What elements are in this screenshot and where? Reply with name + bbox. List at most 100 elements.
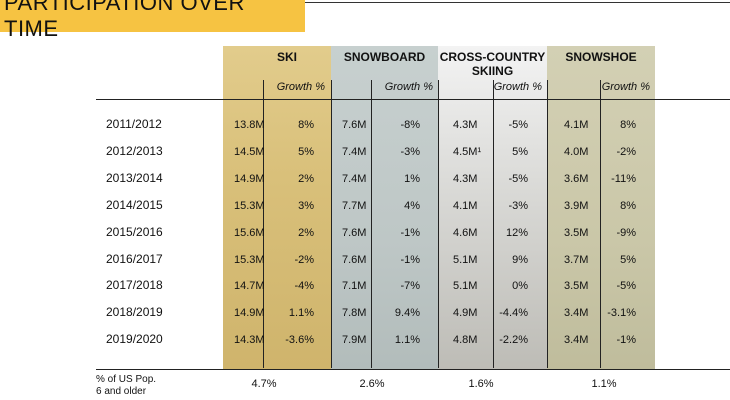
- cross-country-header-line2: SKIING: [471, 64, 514, 78]
- season-label: 2019/2020: [106, 332, 163, 347]
- xc-snowshoe-divider: [547, 80, 548, 368]
- snowshoe-value: 4.0M: [564, 145, 589, 158]
- season-label: 2012/2013: [106, 143, 163, 158]
- snowboard-column-background: [331, 46, 438, 370]
- cross-country-header-line1: CROSS-COUNTRY: [439, 50, 546, 64]
- ski-growth: 5%: [298, 145, 314, 158]
- snowshoe-growth: 8%: [620, 119, 636, 131]
- snowboard-divider: [371, 80, 372, 368]
- snowshoe-header: SNOWSHOE: [547, 50, 655, 64]
- snowshoe-value: 4.1M: [564, 119, 589, 131]
- cross-country-value: 4.1M: [453, 199, 478, 212]
- cross-country-value: 4.6M: [453, 226, 478, 239]
- cross-country-value: 5.1M: [453, 253, 478, 266]
- cross-country-value: 4.3M: [453, 119, 478, 131]
- snowboard-xc-divider: [438, 80, 439, 368]
- ski-value: 14.3M: [234, 334, 265, 347]
- ski-value: 14.9M: [234, 172, 265, 185]
- snowboard-value: 7.8M: [342, 307, 367, 320]
- snowboard-growth-header: Growth %: [384, 81, 433, 93]
- cross-country-growth: -3%: [508, 199, 528, 212]
- ski-growth: 1.1%: [288, 307, 314, 320]
- snowboard-growth: 4%: [404, 199, 420, 212]
- snowboard-value: 7.9M: [342, 334, 367, 347]
- cross-country-value: 4.3M: [453, 172, 478, 185]
- season-label: 2011/2012: [106, 117, 162, 131]
- ski-growth: -3.6%: [285, 334, 314, 347]
- ski-us-pop-value: 4.7%: [251, 378, 277, 390]
- snowshoe-growth: -11%: [611, 172, 636, 185]
- snowshoe-us-pop-value: 1.1%: [591, 378, 617, 390]
- snowboard-us-pop-value: 2.6%: [359, 378, 385, 390]
- snowshoe-growth: -9%: [616, 226, 636, 239]
- snowboard-growth: 1.1%: [394, 334, 420, 347]
- snowshoe-value: 3.7M: [564, 253, 589, 266]
- snowshoe-growth: 5%: [620, 253, 636, 266]
- ski-value: 14.5M: [234, 145, 265, 158]
- footer-rule: [96, 369, 730, 370]
- snowboard-value: 7.7M: [342, 199, 367, 212]
- ski-header-label: SKI: [276, 50, 297, 64]
- snowboard-growth: 9.4%: [394, 307, 420, 320]
- title-banner: PARTICIPATION OVER TIME: [0, 0, 305, 41]
- snowboard-growth: -1%: [400, 226, 420, 239]
- ski-growth: 8%: [298, 119, 314, 131]
- snowshoe-value: 3.5M: [564, 226, 589, 239]
- cross-country-growth: 9%: [512, 253, 528, 266]
- ski-growth: -2%: [294, 253, 314, 266]
- snowboard-value: 7.6M: [342, 253, 367, 266]
- cross-country-us-pop-value: 1.6%: [468, 378, 494, 390]
- cross-country-value: 4.8M: [453, 334, 478, 347]
- cross-country-growth: -5%: [508, 172, 528, 185]
- snowboard-growth: -7%: [400, 280, 420, 293]
- snowshoe-growth: -5%: [616, 280, 636, 293]
- ski-value: 14.9M: [234, 307, 265, 320]
- season-label: 2018/2019: [106, 305, 163, 320]
- snowboard-value: 7.4M: [342, 145, 367, 158]
- top-rule: [305, 2, 730, 3]
- snowboard-value: 7.4M: [342, 172, 367, 185]
- cross-country-value: 5.1M: [453, 280, 478, 293]
- ski-column-background: [223, 46, 331, 370]
- snowboard-header-label: SNOWBOARD: [343, 50, 426, 64]
- ski-growth: 2%: [298, 226, 314, 239]
- snowshoe-growth: 8%: [620, 199, 636, 212]
- ski-snowboard-divider: [331, 80, 332, 368]
- cross-country-value: 4.9M: [453, 307, 478, 320]
- season-label: 2014/2015: [106, 197, 163, 212]
- season-label: 2017/2018: [106, 278, 163, 293]
- cross-country-divider: [493, 80, 494, 368]
- snowshoe-growth: -1%: [616, 334, 636, 347]
- snowboard-value: 7.1M: [342, 280, 367, 293]
- footer-label: % of US Pop. 6 and older: [96, 374, 156, 398]
- snowboard-growth: 1%: [404, 172, 420, 185]
- ski-growth: -4%: [294, 280, 314, 293]
- snowboard-growth: -8%: [400, 119, 420, 131]
- season-label: 2015/2016: [106, 224, 163, 239]
- cross-country-growth: 0%: [512, 280, 528, 293]
- ski-growth-header: Growth %: [276, 81, 325, 93]
- snowshoe-value: 3.5M: [564, 280, 589, 293]
- page-title: PARTICIPATION OVER TIME: [4, 0, 245, 41]
- footer-label-line1: % of US Pop.: [96, 374, 157, 385]
- cross-country-growth-header: Growth %: [493, 81, 542, 93]
- ski-growth: 2%: [298, 172, 314, 185]
- snowshoe-divider: [600, 80, 601, 368]
- ski-value: 14.7M: [234, 280, 265, 293]
- header-rule: [96, 99, 730, 100]
- cross-country-value: 4.5M¹: [453, 145, 482, 158]
- cross-country-growth: -4.4%: [499, 307, 528, 320]
- season-label: 2016/2017: [106, 251, 163, 266]
- snowshoe-growth: -3.1%: [607, 307, 636, 320]
- snowshoe-value: 3.9M: [564, 199, 589, 212]
- snowshoe-header-label: SNOWSHOE: [565, 50, 637, 64]
- footer-label-line2: 6 and older: [96, 386, 147, 397]
- ski-header: SKI: [223, 50, 331, 64]
- cross-country-column-background: [438, 46, 547, 370]
- snowboard-growth: -1%: [400, 253, 420, 266]
- cross-country-growth: 5%: [512, 145, 528, 158]
- snowshoe-value: 3.4M: [564, 307, 589, 320]
- snowboard-header: SNOWBOARD: [331, 50, 438, 64]
- snowboard-value: 7.6M: [342, 226, 367, 239]
- ski-value: 13.8M: [234, 119, 265, 131]
